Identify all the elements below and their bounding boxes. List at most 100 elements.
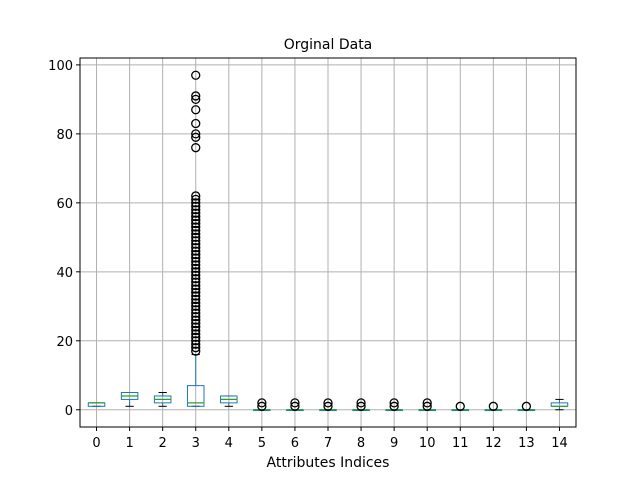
- x-tick-label: 12: [485, 436, 502, 451]
- outlier-point: [191, 229, 201, 239]
- outlier-point: [290, 398, 300, 408]
- outlier-point: [191, 343, 201, 353]
- outlier-point: [191, 208, 201, 218]
- outlier-point: [257, 398, 267, 408]
- outlier-point: [257, 401, 267, 411]
- outlier-point: [191, 239, 201, 249]
- y-tick-label: 100: [48, 59, 73, 74]
- box-1: [120, 392, 139, 407]
- x-tick-label: 7: [324, 436, 332, 451]
- outlier-point: [488, 401, 498, 411]
- outlier-point: [290, 401, 300, 411]
- box-11: [451, 401, 470, 412]
- outlier-point: [191, 218, 201, 229]
- box-9: [385, 398, 403, 412]
- outlier-point: [191, 105, 201, 115]
- outlier-point: [191, 260, 201, 270]
- outlier-point: [191, 201, 201, 211]
- outlier-point: [191, 222, 201, 232]
- y-tick-label: 40: [56, 266, 73, 281]
- outlier-point: [191, 315, 201, 325]
- outlier-point: [191, 336, 201, 346]
- outlier-point: [191, 346, 201, 356]
- outlier-point: [191, 215, 201, 225]
- outlier-point: [191, 311, 201, 322]
- outlier-point: [191, 291, 201, 301]
- outlier-point: [422, 401, 432, 411]
- outlier-point: [191, 277, 201, 287]
- outlier-point: [191, 129, 201, 139]
- x-tick-label: 13: [518, 436, 535, 451]
- outlier-point: [191, 243, 201, 253]
- x-tick-label: 8: [357, 436, 365, 451]
- x-tick-label: 9: [390, 436, 398, 451]
- outlier-point: [455, 401, 465, 411]
- x-tick-label: 4: [225, 436, 233, 451]
- outlier-point: [191, 298, 201, 308]
- outlier-point: [191, 118, 201, 129]
- outlier-point: [191, 287, 201, 298]
- outlier-point: [191, 329, 201, 339]
- outlier-point: [191, 205, 201, 215]
- y-tick-label: 60: [56, 197, 73, 212]
- box-8: [352, 398, 370, 412]
- boxes-group: [87, 70, 569, 412]
- outlier-point: [191, 143, 201, 153]
- box-10: [418, 398, 436, 412]
- outlier-point: [191, 325, 201, 336]
- x-tick-label: 14: [551, 436, 568, 451]
- outlier-point: [389, 398, 399, 408]
- box-14: [550, 398, 569, 411]
- x-tick-label: 11: [452, 436, 469, 451]
- x-tick-label: 10: [419, 436, 436, 451]
- x-tick-label: 5: [258, 436, 266, 451]
- outlier-point: [191, 194, 201, 205]
- outlier-point: [191, 232, 201, 242]
- y-tick-label: 20: [56, 335, 73, 350]
- outlier-point: [389, 401, 399, 411]
- x-axis-label: Attributes Indices: [267, 455, 390, 471]
- outlier-point: [191, 253, 201, 263]
- outlier-point: [356, 398, 366, 408]
- outlier-point: [191, 211, 201, 222]
- x-tick-label: 1: [125, 436, 133, 451]
- outlier-point: [191, 267, 201, 277]
- box-3: [186, 70, 205, 407]
- outlier-point: [191, 246, 201, 256]
- outlier-point: [191, 308, 201, 318]
- outlier-point: [191, 274, 201, 284]
- box-5: [253, 398, 271, 412]
- outlier-point: [191, 132, 201, 142]
- outlier-point: [191, 249, 201, 260]
- outlier-point: [323, 398, 333, 408]
- y-axis-ticks: 0 20 40 60 80 100: [48, 59, 80, 419]
- x-tick-label: 0: [92, 436, 100, 451]
- outlier-point: [191, 198, 201, 208]
- outlier-point: [191, 191, 201, 201]
- outlier-point: [191, 284, 201, 294]
- outlier-point: [191, 305, 201, 315]
- outlier-point: [191, 70, 201, 80]
- outlier-point: [422, 398, 432, 408]
- outlier-point: [191, 91, 201, 101]
- outlier-point: [191, 332, 201, 342]
- box-6: [286, 398, 304, 412]
- outlier-point: [356, 401, 366, 411]
- box-13: [517, 401, 536, 412]
- outlier-point: [191, 294, 201, 305]
- outlier-point: [323, 401, 333, 411]
- x-tick-label: 3: [192, 436, 200, 451]
- x-tick-label: 6: [291, 436, 299, 451]
- box-0: [87, 402, 106, 407]
- outlier-point: [191, 301, 201, 311]
- outlier-point: [191, 280, 201, 291]
- outlier-point: [191, 94, 201, 105]
- outlier-point: [191, 339, 201, 349]
- x-axis-ticks: 0 1 2 3 4 5 6 7 8 9 10 11 12 13 14: [92, 427, 568, 451]
- outlier-point: [191, 322, 201, 332]
- outlier-point: [191, 256, 201, 267]
- outlier-point: [521, 401, 532, 411]
- outlier-point: [191, 236, 201, 246]
- box-7: [319, 398, 337, 412]
